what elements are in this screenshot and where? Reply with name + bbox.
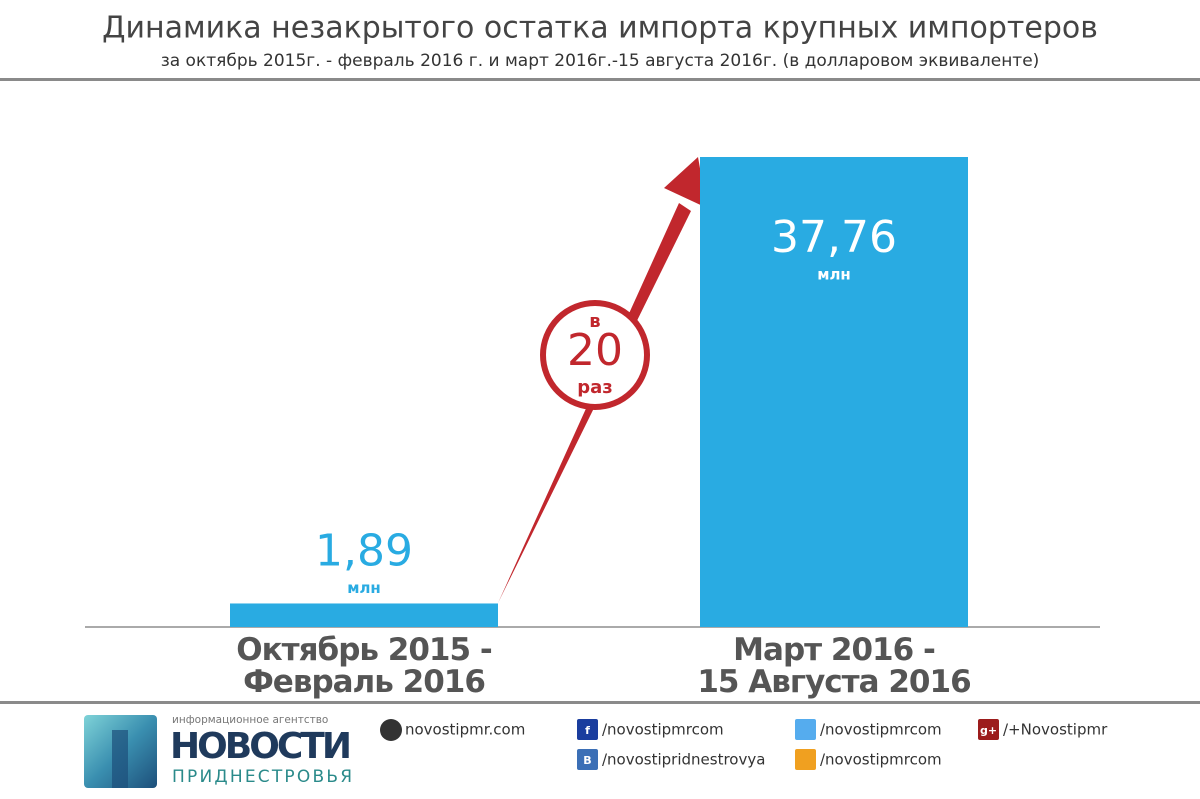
- chart-subtitle: за октябрь 2015г. - февраль 2016 г. и ма…: [161, 51, 1040, 71]
- x-tick-label: Октябрь 2015 - Февраль 2016: [236, 634, 492, 700]
- link-icon-label: g+: [980, 724, 997, 737]
- logo-mark: [112, 730, 128, 788]
- link-text: /novostipmrcom: [602, 721, 724, 739]
- bar: [700, 157, 968, 627]
- badge-number: 20: [567, 325, 623, 376]
- link-icon-label: f: [585, 724, 590, 737]
- x-tick-label: Март 2016 - 15 Августа 2016: [697, 634, 971, 700]
- footer-rule: [0, 701, 1200, 704]
- badge-top: в: [589, 311, 600, 332]
- link-text: /novostipridnestrovya: [602, 751, 765, 769]
- link-text: /novostipmrcom: [820, 751, 942, 769]
- link-icon: [577, 749, 598, 770]
- link-icon: [577, 719, 598, 740]
- link-icon: [380, 719, 402, 741]
- link-text: /novostipmrcom: [820, 721, 942, 739]
- chart-title: Динамика незакрытого остатка импорта кру…: [102, 11, 1098, 46]
- badge: [540, 300, 650, 410]
- link-icon-label: B: [583, 754, 591, 767]
- link-text: novostipmr.com: [405, 721, 525, 739]
- logo-title: НОВОСТИ: [170, 726, 352, 767]
- link-icon: [795, 719, 816, 740]
- unit-label: млн: [817, 266, 851, 284]
- header-rule: [0, 78, 1200, 81]
- bar: [230, 603, 498, 627]
- value-label: 1,89: [315, 525, 413, 576]
- arrow-head: [664, 157, 707, 208]
- link-icon: [978, 719, 999, 740]
- value-label: 37,76: [771, 212, 897, 263]
- logo-subtitle: ПРИДНЕСТРОВЬЯ: [172, 767, 352, 787]
- link-icon: [795, 749, 816, 770]
- category-label-box: Октябрь 2015 - Февраль 2016: [236, 634, 492, 700]
- agency: информационное агентство: [172, 714, 328, 726]
- badge-bottom: раз: [577, 377, 613, 398]
- category-label-box: Март 2016 - 15 Августа 2016: [697, 634, 971, 700]
- unit-label: млн: [347, 579, 381, 597]
- link-text: /+Novostipmr: [1003, 721, 1108, 739]
